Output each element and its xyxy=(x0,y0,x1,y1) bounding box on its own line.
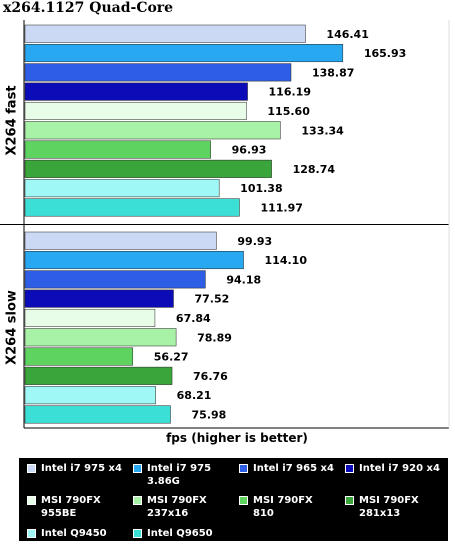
bar xyxy=(24,82,248,101)
value-label: 165.93 xyxy=(364,47,406,60)
x-axis-title: fps (higher is better) xyxy=(166,431,308,445)
legend-swatch xyxy=(239,496,248,505)
value-label: 99.93 xyxy=(237,235,272,248)
bar xyxy=(24,347,134,366)
bar xyxy=(24,179,220,198)
legend-swatch xyxy=(133,496,142,505)
legend-item: MSI 790FX 237x16 xyxy=(125,494,229,520)
bars-layer xyxy=(24,24,344,424)
value-label: 67.84 xyxy=(176,312,211,325)
bar xyxy=(24,159,272,178)
legend-item: Intel i7 965 x4 xyxy=(231,462,335,475)
group-labels-layer: X264 fast X264 slow xyxy=(5,85,20,364)
chart-title: x264.1127 Quad-Core xyxy=(3,0,174,16)
legend: Intel i7 975 x4 Intel i7 975 3.86G Intel i… xyxy=(19,458,448,541)
value-label: 115.60 xyxy=(267,105,310,118)
value-label: 116.19 xyxy=(269,86,311,99)
value-label: 56.27 xyxy=(154,351,189,364)
group-label: X264 fast xyxy=(5,85,20,155)
legend-label: Intel i7 965 x4 xyxy=(253,463,334,474)
value-label: 138.87 xyxy=(312,66,354,79)
bar xyxy=(24,101,247,120)
legend-label: Intel i7 975 3.86G xyxy=(147,463,212,487)
bar xyxy=(24,24,306,43)
legend-item: Intel i7 920 x4 xyxy=(337,462,441,475)
legend-item: Intel i7 975 3.86G xyxy=(125,462,229,488)
value-label: 114.10 xyxy=(265,254,308,267)
legend-label: Intel i7 975 x4 xyxy=(41,463,122,474)
value-label: 146.41 xyxy=(326,28,368,41)
legend-label: MSI 790FX 281x13 xyxy=(359,495,419,519)
bar xyxy=(24,328,177,347)
value-label: 96.93 xyxy=(232,144,267,157)
value-label: 77.52 xyxy=(194,293,229,306)
bar xyxy=(24,289,174,308)
group-label: X264 slow xyxy=(5,290,20,365)
value-label: 133.34 xyxy=(301,124,344,137)
legend-label: Intel i7 920 x4 xyxy=(359,463,440,474)
legend-swatch xyxy=(345,496,354,505)
bar xyxy=(24,270,206,289)
value-label: 76.76 xyxy=(193,370,228,383)
value-label: 128.74 xyxy=(293,163,336,176)
legend-label: Intel Q9650 xyxy=(147,528,213,539)
bar xyxy=(24,251,244,270)
legend-label: MSI 790FX 810 xyxy=(253,495,313,519)
bar xyxy=(24,140,211,159)
bar xyxy=(24,308,156,327)
bar xyxy=(24,366,173,385)
legend-label: Intel Q9450 xyxy=(41,528,107,539)
legend-label: MSI 790FX 237x16 xyxy=(147,495,207,519)
value-label: 94.18 xyxy=(226,273,261,286)
legend-swatch xyxy=(27,464,36,473)
plot-frame xyxy=(0,20,450,429)
bar xyxy=(24,121,281,140)
legend-item: Intel Q9450 xyxy=(19,527,123,540)
bar xyxy=(24,44,344,63)
legend-swatch xyxy=(345,464,354,473)
legend-swatch xyxy=(27,496,36,505)
legend-swatch xyxy=(133,529,142,538)
value-label: 68.21 xyxy=(177,389,212,402)
bar xyxy=(24,63,292,82)
legend-item: MSI 790FX 281x13 xyxy=(337,494,441,520)
legend-item: Intel Q9650 xyxy=(125,527,229,540)
legend-item: MSI 790FX 955BE xyxy=(19,494,123,520)
legend-swatch xyxy=(27,529,36,538)
value-label: 75.98 xyxy=(192,408,227,421)
legend-item: MSI 790FX 810 xyxy=(231,494,335,520)
legend-item: Intel i7 975 x4 xyxy=(19,462,123,475)
bar xyxy=(24,405,171,424)
bar xyxy=(24,231,217,250)
legend-swatch xyxy=(133,464,142,473)
bar xyxy=(24,198,240,217)
legend-label: MSI 790FX 955BE xyxy=(41,495,101,519)
value-label: 78.89 xyxy=(197,331,232,344)
bar xyxy=(24,386,156,405)
value-label: 111.97 xyxy=(260,201,302,214)
value-label: 101.38 xyxy=(240,182,282,195)
legend-swatch xyxy=(239,464,248,473)
